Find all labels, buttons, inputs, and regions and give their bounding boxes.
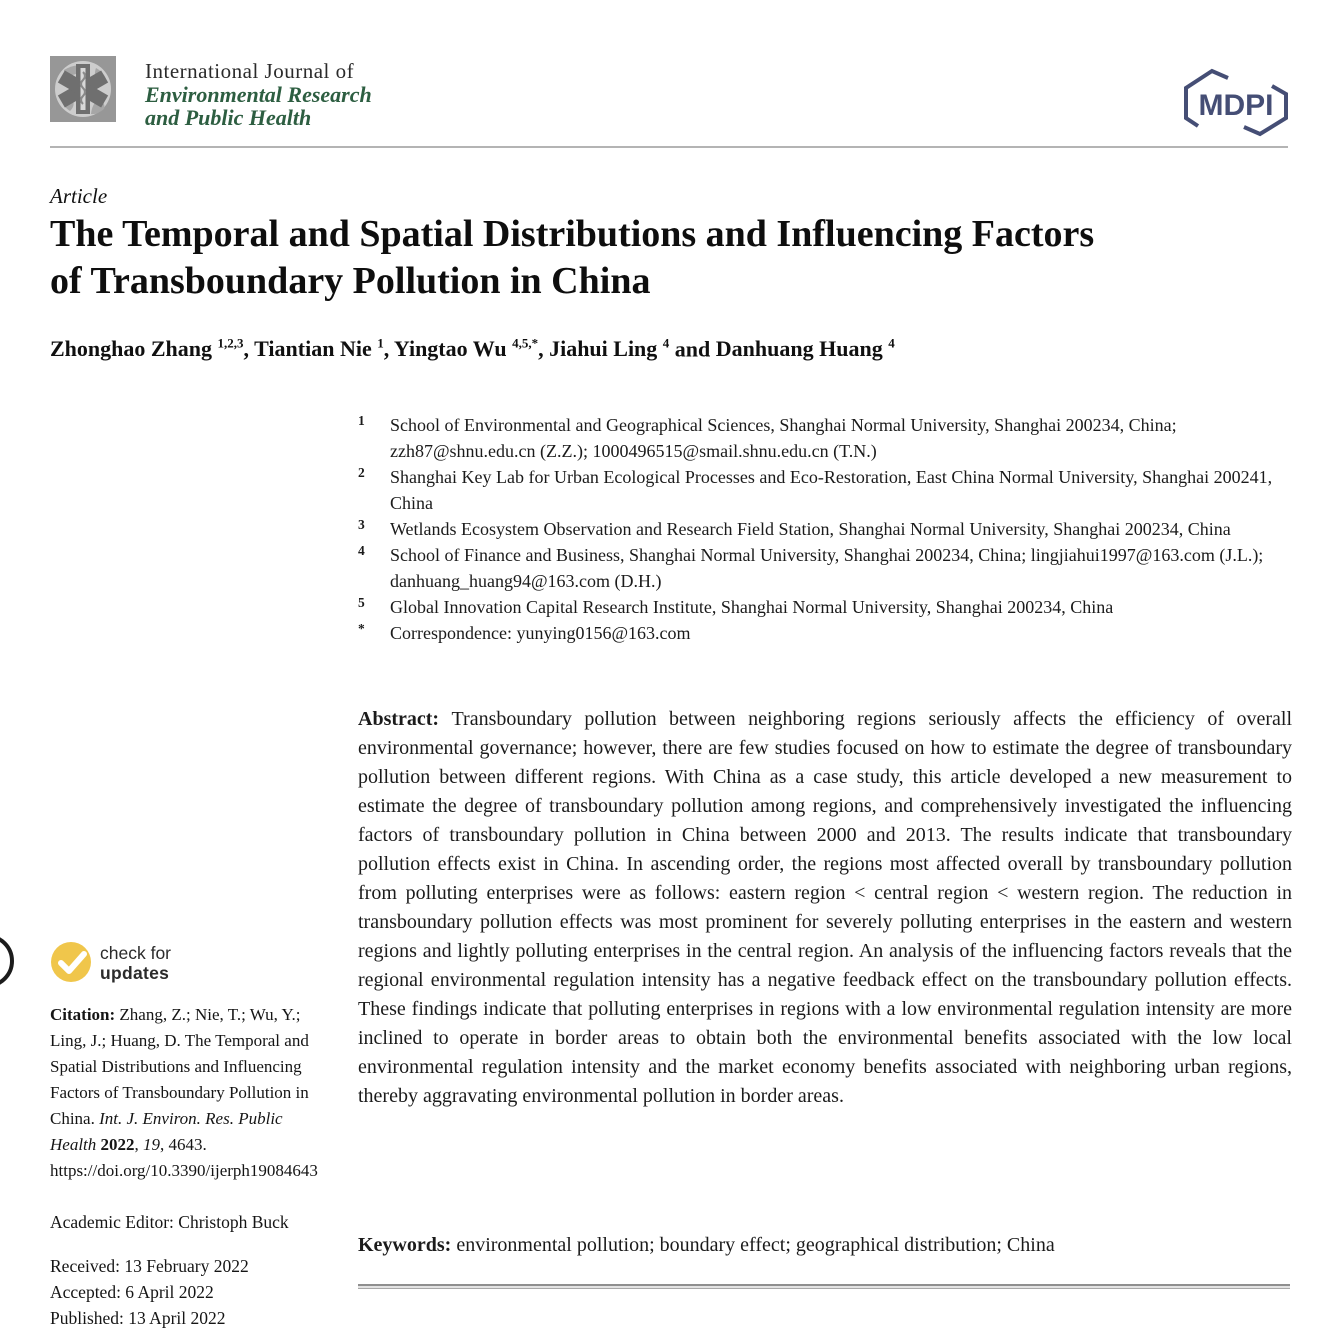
citation-volume: 19	[143, 1135, 161, 1154]
affiliation-marker: 1	[358, 413, 365, 428]
journal-name-line1: International Journal of	[145, 59, 355, 83]
author-separator: ,	[243, 336, 255, 362]
citation-title: The Temporal and Spatial Distributions a…	[50, 1031, 309, 1128]
citation-label: Citation:	[50, 1005, 120, 1024]
page-title: The Temporal and Spatial Distributions a…	[50, 211, 1302, 305]
journal-logo-globe-icon	[50, 56, 116, 122]
abstract-text: Transboundary pollution between neighbor…	[358, 708, 1292, 1107]
affiliation-marker: 4	[358, 543, 365, 558]
affiliation-text: Global Innovation Capital Research Insti…	[390, 597, 1114, 617]
citation-doi-link[interactable]: https://doi.org/10.3390/ijerph19084643	[50, 1161, 318, 1180]
author-name: Zhonghao Zhang 1,2,3	[50, 336, 244, 362]
abstract-paragraph: Abstract: Transboundary pollution betwee…	[358, 705, 1292, 1111]
citation-year: 2022	[100, 1135, 135, 1154]
journal-name-line2: Environmental Research	[145, 82, 372, 107]
author-separator: ,	[383, 336, 394, 362]
author-line: Zhonghao Zhang 1,2,3, Tiantian Nie 1, Yi…	[50, 336, 1302, 362]
abstract-label: Abstract:	[358, 708, 452, 730]
affiliation-text: Correspondence: yunying0156@163.com	[390, 623, 691, 643]
received-date-line: Received: 13 February 2022	[50, 1256, 249, 1276]
affiliation-item: 2 Shanghai Key Lab for Urban Ecological P…	[358, 464, 1292, 516]
affiliation-text: School of Environmental and Geographical…	[390, 415, 1177, 461]
journal-name: International Journal of Environmental R…	[145, 59, 372, 130]
keywords-text: environmental pollution; boundary effect…	[456, 1234, 1055, 1256]
author-affiliation-superscript: 4,5,*	[512, 336, 539, 351]
citation-block: Citation: Zhang, Z.; Nie, T.; Wu, Y.; Li…	[50, 1002, 318, 1184]
affiliation-marker: 3	[358, 517, 365, 532]
affiliation-text: Wetlands Ecosystem Observation and Resea…	[390, 519, 1231, 539]
citation-authors: Zhang, Z.; Nie, T.; Wu, Y.; Ling, J.; Hu…	[50, 1005, 301, 1050]
published-date-line: Published: 13 April 2022	[50, 1308, 226, 1328]
article-type-label: Article	[50, 184, 108, 208]
section-divider	[358, 1284, 1290, 1289]
affiliation-item: 1 School of Environmental and Geographica…	[358, 412, 1292, 464]
author-affiliation-superscript: 4	[888, 336, 895, 351]
title-line1: The Temporal and Spatial Distributions a…	[50, 213, 1095, 255]
affiliation-item: 4 School of Finance and Business, Shangha…	[358, 542, 1292, 594]
author-affiliation-superscript: 1	[377, 336, 384, 351]
affiliation-marker: 2	[358, 465, 365, 480]
academic-editor-line: Academic Editor: Christoph Buck	[50, 1212, 289, 1232]
affiliation-marker: *	[358, 621, 365, 636]
affiliation-item: 3 Wetlands Ecosystem Observation and Rese…	[358, 516, 1292, 542]
check-for-updates-badge[interactable]: check for updates	[50, 941, 290, 985]
author-name: Danhuang Huang 4	[715, 336, 895, 362]
author-separator: ,	[538, 336, 550, 362]
title-line2: of Transboundary Pollution in China	[50, 260, 651, 302]
citation-sep: ,	[134, 1135, 144, 1154]
check-icon	[51, 942, 91, 982]
affiliation-item: * Correspondence: yunying0156@163.com	[358, 620, 1292, 646]
affiliation-item: 5 Global Innovation Capital Research Inst…	[358, 594, 1292, 620]
author-name: Yingtao Wu 4,5,*	[393, 336, 539, 362]
journal-name-line3: and Public Health	[145, 105, 312, 130]
citation-pages: , 4643.	[160, 1135, 207, 1154]
affiliation-list: 1 School of Environmental and Geographica…	[358, 412, 1292, 646]
affiliation-marker: 5	[358, 595, 365, 610]
author-affiliation-superscript: 1,2,3	[217, 336, 244, 351]
affiliation-text: School of Finance and Business, Shanghai…	[390, 545, 1264, 591]
author-name: Jiahui Ling 4	[549, 336, 670, 362]
badge-line1: check for	[100, 943, 171, 963]
accepted-date-line: Accepted: 6 April 2022	[50, 1282, 214, 1302]
author-affiliation-superscript: 4	[662, 336, 670, 351]
author-separator: and	[669, 336, 716, 362]
keywords-line: Keywords: environmental pollution; bound…	[358, 1234, 1292, 1257]
mdpi-logo: MDPI	[1182, 64, 1290, 142]
badge-line2: updates	[100, 963, 170, 983]
affiliation-text: Shanghai Key Lab for Urban Ecological Pr…	[390, 467, 1273, 513]
mdpi-wordmark: MDPI	[1199, 89, 1274, 122]
citation-journal: Int. J. Environ. Res. Public Health	[50, 1109, 283, 1154]
keywords-label: Keywords:	[358, 1234, 457, 1256]
check-for-updates-label: check for updates	[100, 943, 171, 983]
author-name: Tiantian Nie 1	[254, 336, 384, 362]
page-edge-artifact	[0, 934, 14, 988]
header-divider	[50, 146, 1288, 148]
